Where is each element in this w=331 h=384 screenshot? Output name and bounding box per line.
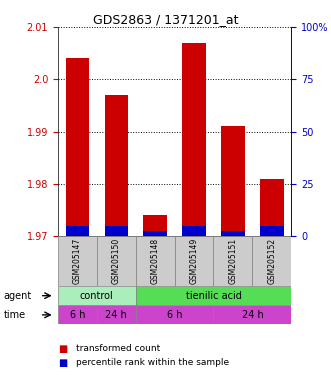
Bar (143, 231, 167, 236)
Bar (182, 43, 206, 236)
Text: percentile rank within the sample: percentile rank within the sample (76, 358, 229, 367)
Text: agent: agent (3, 291, 31, 301)
Bar (97, 305, 136, 324)
Bar (182, 226, 206, 236)
Bar (213, 236, 252, 286)
Bar (260, 179, 283, 236)
Bar (175, 236, 213, 286)
Text: 24 h: 24 h (105, 310, 127, 320)
Bar (105, 95, 128, 236)
Text: transformed count: transformed count (76, 344, 161, 353)
Text: tienilic acid: tienilic acid (186, 291, 241, 301)
Bar (136, 236, 174, 286)
Text: 6 h: 6 h (167, 310, 182, 320)
Bar (66, 58, 89, 236)
Bar (66, 226, 89, 236)
Text: time: time (3, 310, 25, 320)
Bar (105, 226, 128, 236)
Bar (136, 305, 213, 324)
Text: GSM205150: GSM205150 (112, 238, 121, 284)
Bar (58, 286, 136, 305)
Text: GSM205147: GSM205147 (73, 238, 82, 284)
Bar (221, 126, 245, 236)
Text: GSM205148: GSM205148 (151, 238, 160, 284)
Bar (97, 236, 136, 286)
Bar (58, 236, 97, 286)
Text: control: control (80, 291, 114, 301)
Bar (221, 231, 245, 236)
Bar (213, 305, 291, 324)
Bar (143, 215, 167, 236)
Text: GSM205152: GSM205152 (267, 238, 276, 284)
Bar (260, 226, 283, 236)
Bar (58, 305, 97, 324)
Text: 6 h: 6 h (70, 310, 85, 320)
Text: GDS2863 / 1371201_at: GDS2863 / 1371201_at (93, 13, 238, 26)
Text: GSM205149: GSM205149 (190, 238, 199, 284)
Text: ■: ■ (58, 344, 67, 354)
Bar (252, 236, 291, 286)
Text: 24 h: 24 h (242, 310, 263, 320)
Text: ■: ■ (58, 358, 67, 368)
Bar (136, 286, 291, 305)
Text: GSM205151: GSM205151 (228, 238, 237, 284)
